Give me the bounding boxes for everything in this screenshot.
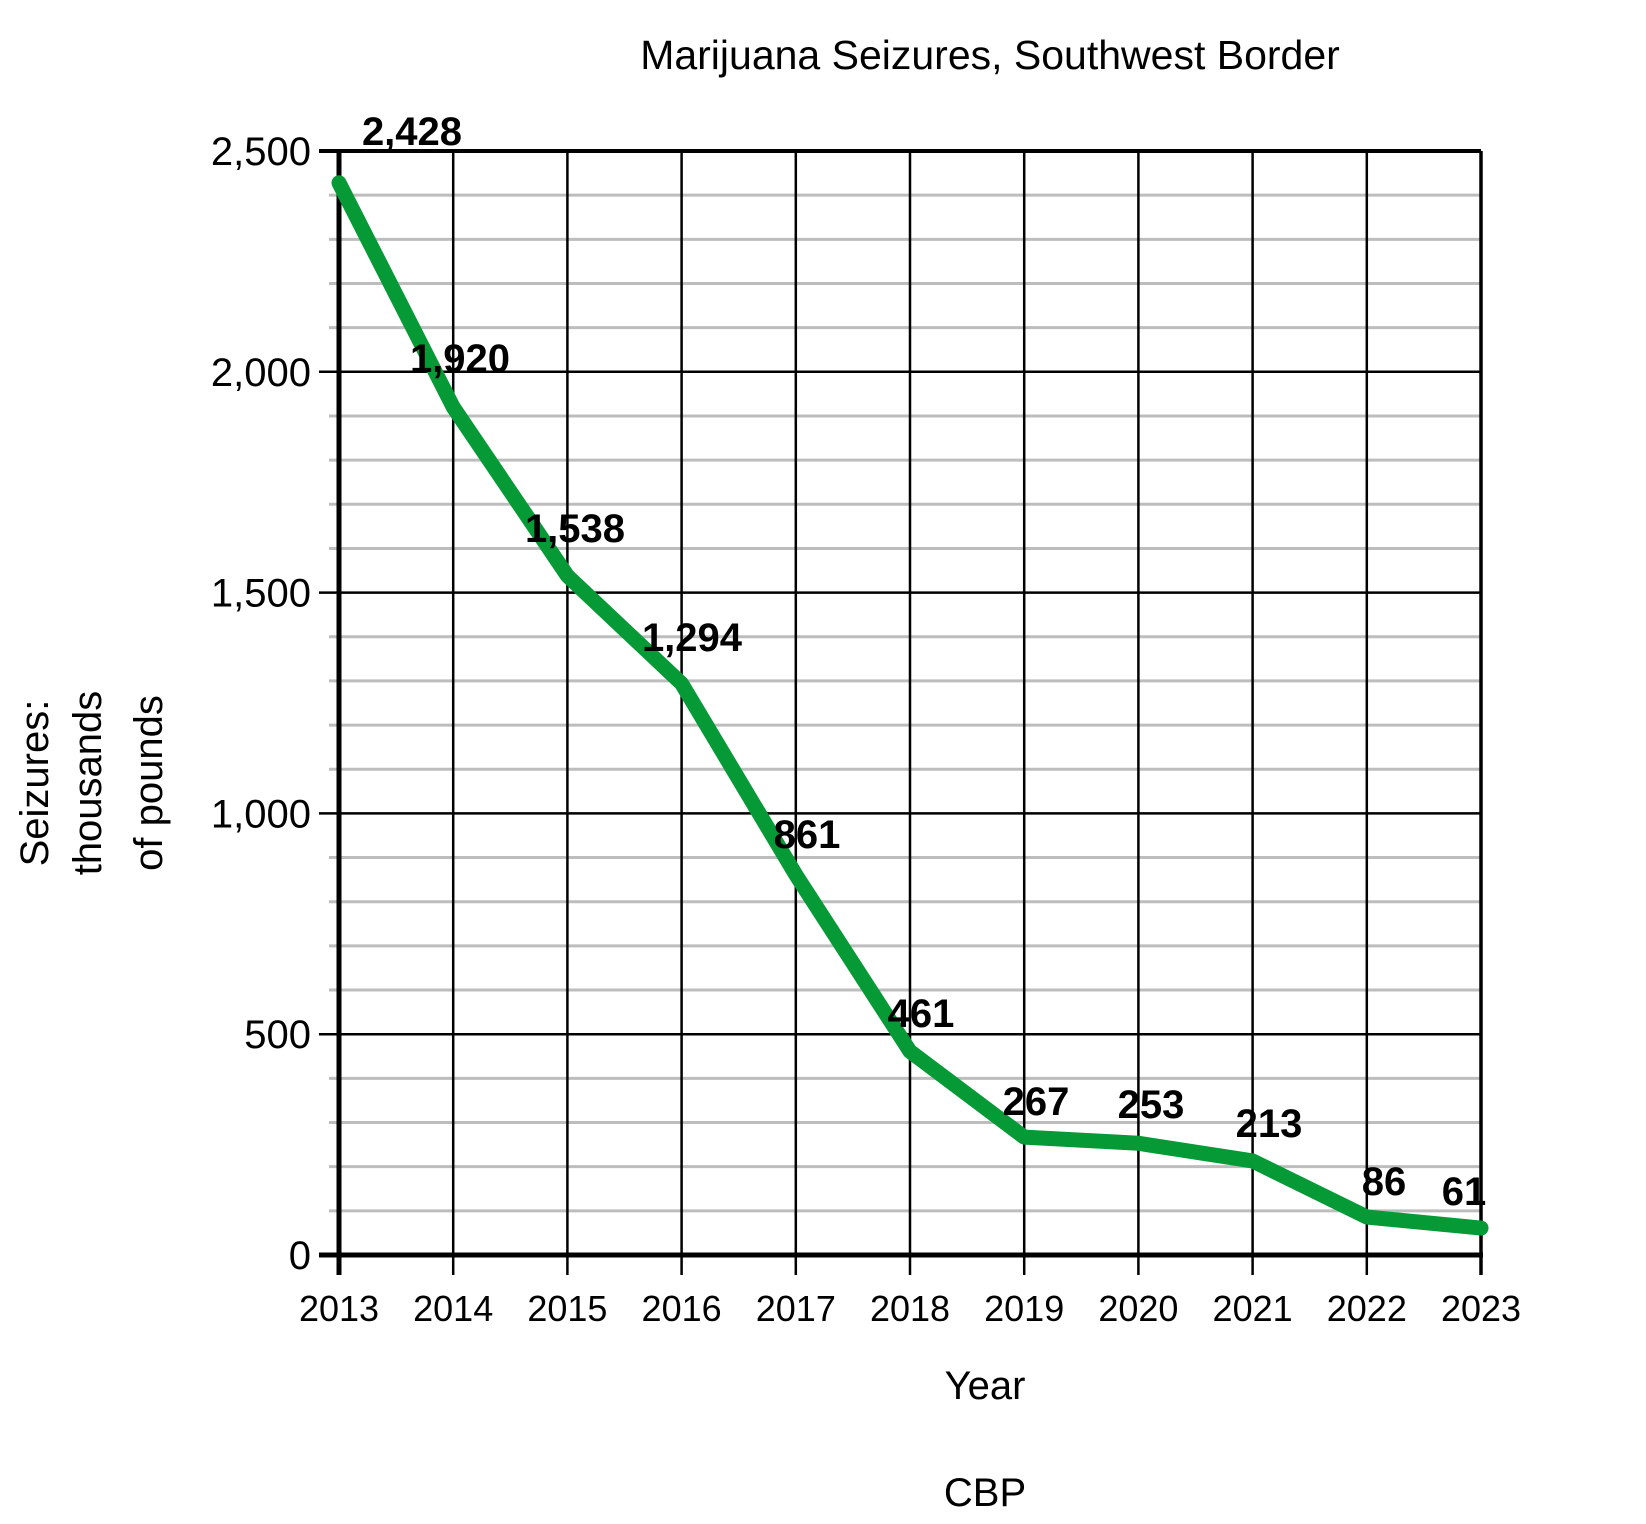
chart-title: Marijuana Seizures, Southwest Border: [640, 32, 1340, 78]
y-tick-label: 1,500: [211, 572, 311, 616]
minor-gridlines: [329, 193, 1481, 1213]
y-tick-label: 2,500: [211, 130, 311, 174]
y-axis-title: Seizures:: [13, 700, 57, 867]
x-tick-label: 2023: [1441, 1288, 1521, 1329]
seizures-line: [331, 175, 1489, 1236]
data-labels: 2,428 1,920 1,538 1,294 861 461 267 253 213 86 61: [362, 110, 1486, 1214]
data-label: 461: [888, 992, 955, 1036]
y-tick-label: 500: [244, 1013, 311, 1057]
x-axis-tick-labels: 2013 2014 2015 2016 2017 2018 2019 2020 2021 2022…: [299, 1288, 1521, 1329]
data-label: 1,294: [642, 616, 743, 660]
y-axis-title-line-2: thousands: [66, 691, 110, 876]
data-label: 861: [774, 813, 841, 857]
x-axis-title: Year: [945, 1364, 1026, 1408]
x-tick-label: 2013: [299, 1288, 379, 1329]
data-label: 1,538: [525, 507, 625, 551]
y-axis-tick-labels: 0 500 1,000 1,500 2,000 2,500: [211, 130, 311, 1278]
y-axis-title-line-1: Seizures:: [13, 700, 57, 867]
x-tick-label: 2020: [1098, 1288, 1178, 1329]
y-axis-title-line-3: of pounds: [127, 695, 171, 871]
x-tick-label: 2015: [527, 1288, 607, 1329]
x-tick-label: 2017: [756, 1288, 836, 1329]
y-tick-label: 1,000: [211, 792, 311, 836]
axes: [319, 151, 1483, 1275]
x-tick-label: 2021: [1213, 1288, 1293, 1329]
x-tick-label: 2022: [1327, 1288, 1407, 1329]
x-tick-label: 2016: [642, 1288, 722, 1329]
x-tick-label: 2018: [870, 1288, 950, 1329]
data-label: 1,920: [410, 337, 510, 381]
data-label: 61: [1442, 1170, 1487, 1214]
data-label: 267: [1003, 1080, 1070, 1124]
y-tick-label: 2,000: [211, 351, 311, 395]
vertical-gridlines: [451, 151, 1483, 1275]
data-label: 253: [1118, 1083, 1185, 1127]
data-label: 86: [1362, 1160, 1407, 1204]
major-gridlines: [319, 149, 1481, 1036]
data-label: 2,428: [362, 110, 462, 154]
y-tick-label: 0: [289, 1234, 311, 1278]
source-label: CBP: [944, 1471, 1026, 1515]
data-label: 213: [1236, 1102, 1303, 1146]
x-tick-label: 2014: [413, 1288, 493, 1329]
x-tick-label: 2019: [984, 1288, 1064, 1329]
